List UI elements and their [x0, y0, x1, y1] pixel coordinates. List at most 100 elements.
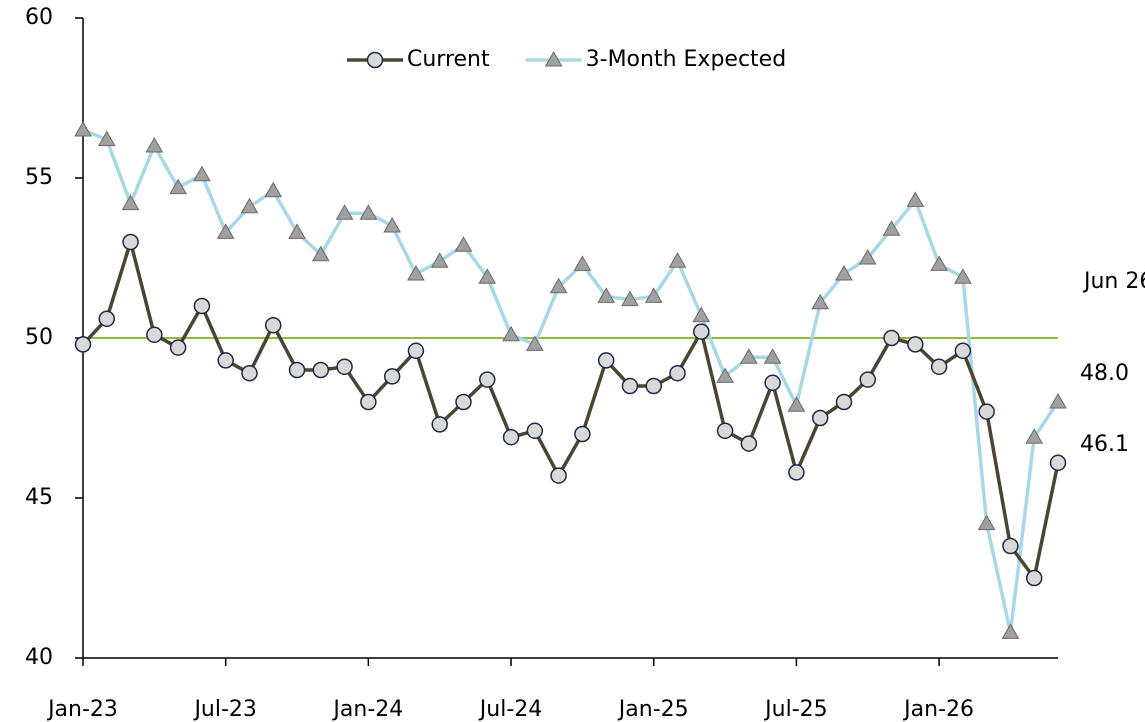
y-tick-label: 40 [25, 645, 53, 670]
point [383, 216, 402, 233]
point [574, 425, 591, 443]
point [217, 352, 234, 369]
point [597, 287, 616, 303]
point [502, 325, 520, 342]
point [977, 514, 996, 531]
point [169, 178, 187, 195]
legend-marker [366, 51, 384, 69]
value-label: 46.1 [1080, 432, 1129, 457]
point [525, 335, 544, 351]
point [930, 255, 948, 271]
point [811, 409, 829, 427]
point [835, 393, 853, 411]
point [121, 194, 140, 211]
point [359, 204, 378, 220]
point [573, 255, 592, 271]
legend-label: Current [407, 47, 490, 72]
point [787, 396, 806, 412]
series-line [81, 240, 1060, 580]
value-label: 48.0 [1080, 361, 1129, 386]
point [430, 252, 449, 268]
x-tick-label: Jan-26 [902, 697, 974, 722]
point [74, 120, 92, 137]
point [1049, 454, 1067, 472]
x-tick-label: Jan-23 [46, 697, 118, 722]
legend-label: 3-Month Expected [586, 47, 787, 72]
y-tick-label: 45 [25, 485, 53, 510]
point [193, 297, 211, 315]
point [907, 336, 924, 353]
point [978, 403, 995, 420]
point [241, 364, 258, 382]
point [811, 293, 830, 310]
point [669, 364, 686, 382]
point [193, 165, 211, 182]
point [502, 428, 520, 446]
point [478, 268, 497, 284]
point [145, 136, 164, 153]
point [288, 223, 306, 239]
point [311, 245, 330, 262]
point [740, 435, 758, 452]
point [122, 233, 139, 251]
point [240, 197, 259, 214]
point [954, 342, 972, 360]
point [169, 339, 187, 356]
point [906, 191, 925, 207]
annotation: Jun 26 [1082, 269, 1145, 294]
point [882, 220, 901, 236]
point [407, 342, 425, 360]
point [550, 467, 567, 484]
x-tick-label: Jul-23 [192, 697, 256, 722]
point [716, 367, 734, 383]
point [693, 323, 710, 340]
y-tick-label: 55 [25, 165, 53, 190]
point [407, 264, 425, 281]
point [859, 371, 877, 388]
point [1025, 569, 1043, 587]
point [692, 306, 711, 323]
point [526, 422, 544, 440]
point [454, 236, 473, 252]
point [383, 368, 401, 385]
point [264, 316, 282, 334]
x-tick-label: Jan-24 [331, 697, 403, 722]
point [621, 377, 639, 395]
legend-marker [544, 50, 563, 67]
point [336, 358, 353, 376]
x-tick-label: Jan-25 [617, 697, 689, 722]
point [479, 371, 496, 388]
point [1001, 623, 1020, 639]
point [739, 348, 758, 364]
point [455, 393, 472, 411]
x-tick-label: Jul-24 [478, 697, 542, 722]
point [716, 422, 734, 440]
point [668, 252, 687, 268]
point [763, 348, 782, 364]
point [645, 377, 662, 395]
point [954, 268, 972, 284]
point [146, 326, 163, 344]
point [1049, 392, 1067, 409]
point [930, 358, 948, 376]
y-tick-label: 60 [25, 5, 53, 30]
point [764, 374, 781, 392]
point [549, 277, 568, 294]
point [97, 130, 116, 147]
point [883, 329, 900, 347]
point [597, 352, 615, 369]
point [835, 264, 853, 281]
point [74, 336, 92, 353]
point [264, 181, 283, 198]
point [431, 416, 448, 433]
point [360, 393, 377, 411]
point [788, 464, 805, 481]
point [216, 223, 235, 239]
point [1002, 537, 1019, 555]
y-tick-label: 50 [25, 325, 53, 350]
x-tick-label: Jul-25 [763, 697, 827, 722]
point [335, 204, 354, 220]
point [288, 361, 306, 379]
point [98, 310, 116, 328]
